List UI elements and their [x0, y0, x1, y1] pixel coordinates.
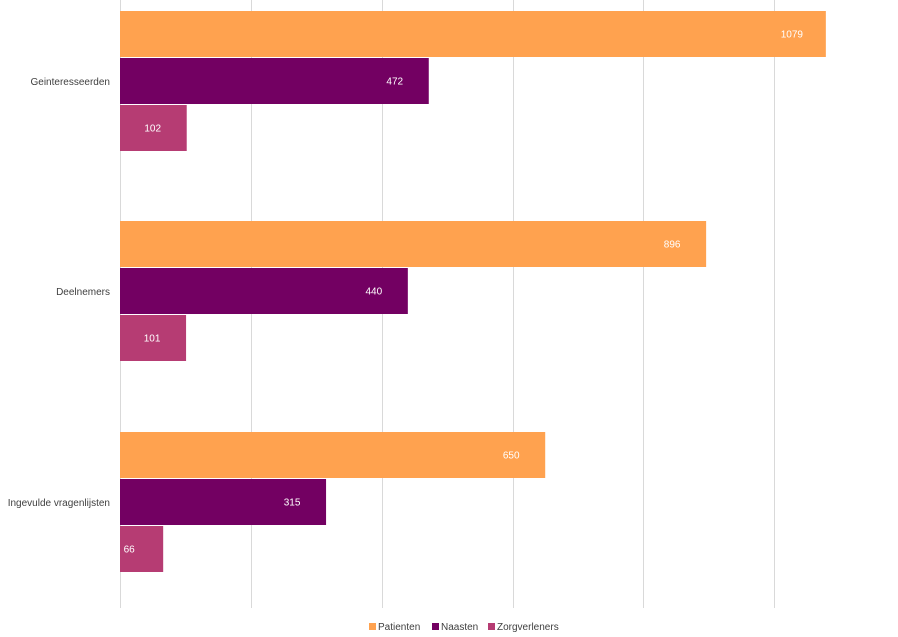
data-label: 896 [664, 240, 681, 251]
legend: Patienten Naasten Zorgverleners [369, 622, 559, 633]
bar [120, 58, 429, 104]
data-label: 101 [144, 334, 161, 345]
legend-swatch [369, 623, 376, 630]
bar [120, 526, 164, 572]
category-label: Deelnemers [56, 287, 110, 298]
bar [120, 315, 187, 361]
category-labels: Geinteresseerden Deelnemers Ingevulde vrag… [8, 77, 110, 509]
bar [120, 432, 546, 478]
bar [120, 11, 826, 57]
data-label: 315 [284, 498, 301, 509]
data-label: 440 [365, 287, 382, 298]
legend-swatch [432, 623, 439, 630]
bars: 1079 472 102 896 440 101 650 315 66 [120, 11, 826, 572]
data-label: 1079 [781, 30, 804, 41]
data-label: 102 [144, 124, 161, 135]
category-label: Ingevulde vragenlijsten [8, 498, 110, 509]
data-label: 650 [503, 451, 520, 462]
legend-label: Patienten [378, 622, 420, 633]
bar [120, 479, 327, 525]
legend-swatch [488, 623, 495, 630]
data-label: 66 [124, 545, 136, 556]
category-label: Geinteresseerden [31, 77, 111, 88]
bar [120, 268, 408, 314]
bar [120, 221, 707, 267]
legend-label: Naasten [441, 622, 478, 633]
data-label: 472 [386, 77, 403, 88]
bar [120, 105, 187, 151]
legend-label: Zorgverleners [497, 622, 559, 633]
